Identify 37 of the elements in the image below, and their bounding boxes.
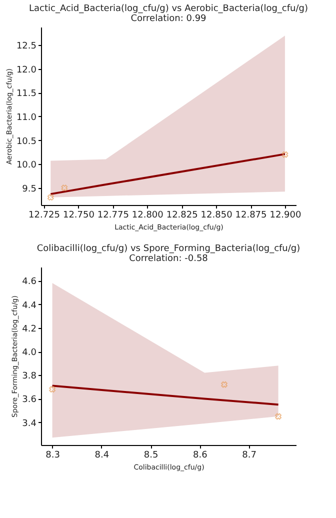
point: [275, 413, 282, 420]
point: [61, 184, 68, 192]
y-tick-label: 4.2: [22, 324, 36, 334]
y-tick-label: 12.0: [16, 65, 37, 76]
y-tick-label: 11.5: [16, 89, 36, 100]
x-tick-label: 8.4: [94, 450, 110, 460]
x-tick-label: 12.825: [166, 210, 198, 220]
y-tick-label: 3.8: [22, 372, 37, 382]
point: [221, 381, 228, 388]
point: [49, 386, 56, 392]
chart-title: Lactic_Acid_Bacteria(log_cfu/g) vs Aerobic_Bacteria(log_cfu/g): [28, 4, 308, 14]
x-tick-label: 12.875: [235, 210, 267, 220]
y-tick-label: 3.6: [22, 395, 37, 406]
x-tick-label: 8.6: [193, 450, 208, 460]
y-tick-label: 12.5: [16, 42, 36, 52]
y-tick-label: 3.4: [22, 418, 37, 429]
x-tick-label: 12.900: [270, 210, 302, 220]
point: [282, 151, 288, 158]
chart-subtitle: Correlation: 0.99: [130, 14, 207, 24]
y-tick-label: 10.5: [16, 136, 36, 147]
y-tick-label: 4.6: [22, 277, 37, 288]
x-tick-label: 12.725: [28, 210, 60, 220]
y-tick-label: 4.4: [22, 300, 37, 311]
x-tick-label: 8.3: [46, 450, 60, 460]
x-tick-label: 12.750: [62, 210, 95, 220]
x-tick-label: 12.800: [132, 210, 164, 220]
y-tick-label: 4.0: [22, 348, 37, 358]
x-tick-label: 12.775: [97, 210, 129, 220]
chart-subtitle: Correlation: -0.58: [129, 254, 208, 264]
x-tick-label: 8.5: [144, 450, 158, 460]
y-tick-label: 10.0: [16, 160, 37, 171]
point: [47, 194, 54, 201]
y-tick-label: 9.5: [22, 184, 36, 194]
x-tick-label: 8.7: [242, 450, 256, 460]
chart-title: Colibacilli(log_cfu/g) vs Spore_Forming_Bacteria(log_cfu/g): [36, 244, 300, 254]
x-tick-label: 12.850: [200, 210, 233, 220]
y-tick-label: 11.0: [16, 112, 37, 123]
